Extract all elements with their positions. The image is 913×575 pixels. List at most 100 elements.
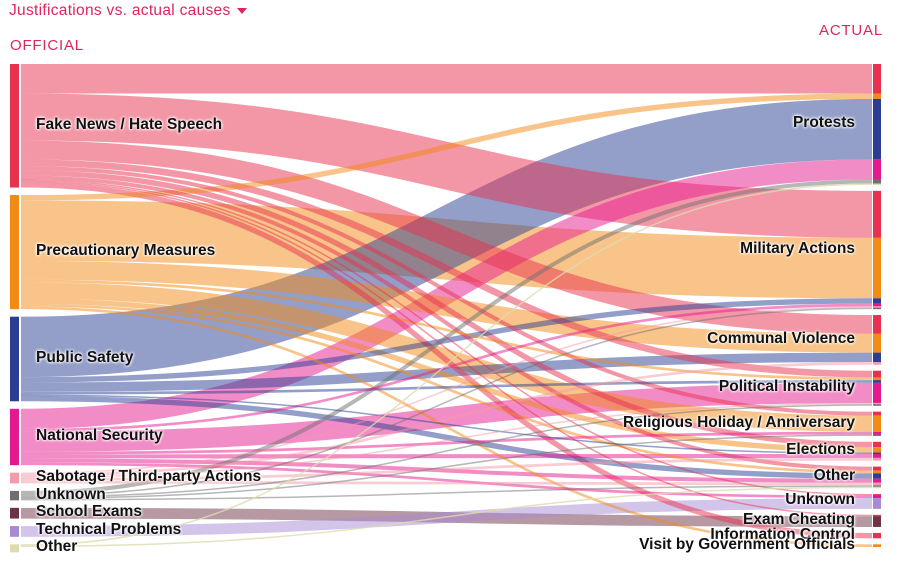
flow-link-public_safety-to-other[interactable] [20, 395, 873, 479]
flow-link-fake_news-to-communal[interactable] [20, 140, 873, 334]
view-dropdown[interactable]: Justifications vs. actual causes [9, 2, 247, 20]
actual-label-protests[interactable]: Protests [792, 114, 855, 132]
flow-link-national_security-to-unknown[interactable] [20, 462, 873, 499]
actual-bar-segment-elections-national_security [873, 453, 881, 458]
actual-bar-segment-visit-precautionary [873, 544, 881, 547]
flow-link-precautionary-to-political[interactable] [20, 279, 873, 381]
official-bar-school_exams[interactable] [10, 507, 19, 519]
flow-link-unknown-to-religious[interactable] [20, 434, 873, 500]
flow-link-other-to-other[interactable] [20, 486, 873, 548]
view-dropdown-label: Justifications vs. actual causes [9, 2, 231, 19]
flow-link-fake_news-to-info[interactable] [20, 182, 873, 539]
official-bars [10, 64, 19, 553]
actual-bar-segment-communal-fake_news [873, 315, 881, 334]
flow-link-sabotage-to-military[interactable] [20, 306, 873, 475]
actual-bar-segment-political-public_safety [873, 380, 881, 383]
actual-bar-segment-other-public_safety [873, 473, 881, 479]
actual-bar-segment-political-fake_news [873, 370, 881, 378]
actual-bar-segment-elections-public_safety [873, 452, 881, 455]
official-label-unknown[interactable]: Unknown [36, 485, 106, 503]
official-label-precautionary[interactable]: Precautionary Measures [36, 242, 216, 260]
official-label-public_safety[interactable]: Public Safety [36, 348, 134, 366]
flow-link-unknown-to-other[interactable] [20, 485, 873, 501]
flow-link-fake_news-to-elections[interactable] [20, 170, 873, 448]
actual-bar-segment-unknown-national_security [873, 495, 881, 499]
actual-label-other[interactable]: Other [813, 467, 855, 485]
actual-bar-segment-exam-school_exams [873, 516, 881, 527]
flow-link-public_safety-to-elections[interactable] [20, 394, 873, 454]
actual-bar-segment-other-sabotage [873, 482, 881, 486]
official-label-sabotage[interactable]: Sabotage / Third-party Actions [36, 468, 262, 486]
actual-label-religious[interactable]: Religious Holiday / Anniversary [623, 413, 855, 431]
official-bar-fake_news[interactable] [10, 64, 19, 188]
flow-link-national_security-to-military[interactable] [20, 303, 873, 432]
actual-bar-segment-elections-precautionary [873, 447, 881, 453]
actual-bar-segment-unknown-technical [873, 498, 881, 509]
flow-link-fake_news-to-religious[interactable] [20, 166, 873, 416]
flow-link-public_safety-to-military[interactable] [20, 298, 873, 383]
official-bar-public_safety[interactable] [10, 316, 19, 402]
flow-link-fake_news-to-exam[interactable] [20, 180, 873, 517]
flow-link-precautionary-to-elections[interactable] [20, 298, 873, 453]
flow-link-fake_news-to-unknown[interactable] [20, 179, 873, 496]
actual-label-exam[interactable]: Exam Cheating [743, 510, 855, 528]
actual-label-military[interactable]: Military Actions [740, 239, 855, 257]
actual-bar-segment-other-fake_news [873, 466, 881, 471]
actual-bar-segment-political-sabotage [873, 402, 881, 405]
actual-label-unknown[interactable]: Unknown [785, 491, 855, 509]
flow-link-unknown-to-political[interactable] [20, 404, 873, 498]
actual-label-visit[interactable]: Visit by Government Officials [639, 536, 855, 554]
actual-bar-segment-religious-fake_news [873, 411, 881, 416]
actual-label-info[interactable]: Information Control [710, 525, 855, 543]
flow-link-sabotage-to-other[interactable] [20, 480, 873, 486]
official-column-title: OFFICIAL [10, 37, 84, 54]
official-bar-precautionary[interactable] [10, 195, 19, 310]
actual-bar-segment-religious-unknown [873, 434, 881, 436]
actual-bar-segment-military-precautionary [873, 237, 881, 299]
actual-bar-segment-communal-sabotage [873, 362, 881, 365]
actual-column-title: ACTUAL [819, 22, 883, 39]
caret-down-icon [236, 7, 247, 14]
flow-link-unknown-to-military[interactable] [20, 307, 873, 497]
actual-bar-segment-exam-fake_news [873, 514, 881, 517]
official-bar-unknown[interactable] [10, 490, 19, 501]
flow-link-national_security-to-elections[interactable] [20, 453, 873, 459]
flow-link-public_safety-to-political[interactable] [20, 380, 873, 395]
flow-link-sabotage-to-elections[interactable] [20, 457, 873, 481]
actual-bar-segment-military-national_security [873, 303, 881, 307]
actual-bar-segment-other-national_security [873, 478, 881, 483]
flow-link-national_security-to-religious[interactable] [20, 431, 873, 455]
official-label-other[interactable]: Other [36, 538, 78, 556]
actual-bar-segment-protests-other [873, 183, 881, 186]
official-bar-other[interactable] [10, 544, 19, 553]
flow-link-other-to-protests[interactable] [20, 183, 873, 546]
actual-label-political[interactable]: Political Instability [718, 378, 855, 396]
actual-bar-segment-religious-national_security [873, 431, 881, 435]
flow-link-precautionary-to-protests[interactable] [20, 93, 873, 201]
official-label-fake_news[interactable]: Fake News / Hate Speech [36, 115, 223, 133]
official-bar-technical[interactable] [10, 526, 19, 537]
flow-link-sabotage-to-political[interactable] [20, 402, 873, 479]
official-label-national_security[interactable]: National Security [36, 426, 163, 444]
flow-link-national_security-to-political[interactable] [20, 382, 873, 452]
official-label-school_exams[interactable]: School Exams [36, 503, 142, 521]
actual-bar-segment-other-other [873, 486, 881, 489]
flow-link-sabotage-to-communal[interactable] [20, 362, 873, 477]
actual-label-communal[interactable]: Communal Violence [707, 329, 855, 347]
actual-bar-segment-communal-precautionary [873, 333, 881, 353]
official-bar-national_security[interactable] [10, 408, 19, 466]
flow-link-precautionary-to-visit[interactable] [20, 306, 873, 547]
actual-bar-segment-elections-fake_news [873, 441, 881, 448]
actual-bar-segment-protests-precautionary [873, 93, 881, 99]
flow-link-fake_news-to-military[interactable] [20, 93, 873, 238]
flow-link-fake_news-to-political[interactable] [20, 159, 873, 378]
official-bar-sabotage[interactable] [10, 472, 19, 484]
actual-bar-segment-unknown-fake_news [873, 494, 881, 496]
flow-link-fake_news-to-other[interactable] [20, 175, 873, 471]
actual-bar-segment-other-unknown [873, 485, 881, 487]
official-label-technical[interactable]: Technical Problems [36, 521, 182, 539]
actual-label-elections[interactable]: Elections [786, 441, 855, 459]
actual-bar-segment-protests-national_security [873, 159, 881, 180]
actual-bar-segment-political-precautionary [873, 377, 881, 381]
